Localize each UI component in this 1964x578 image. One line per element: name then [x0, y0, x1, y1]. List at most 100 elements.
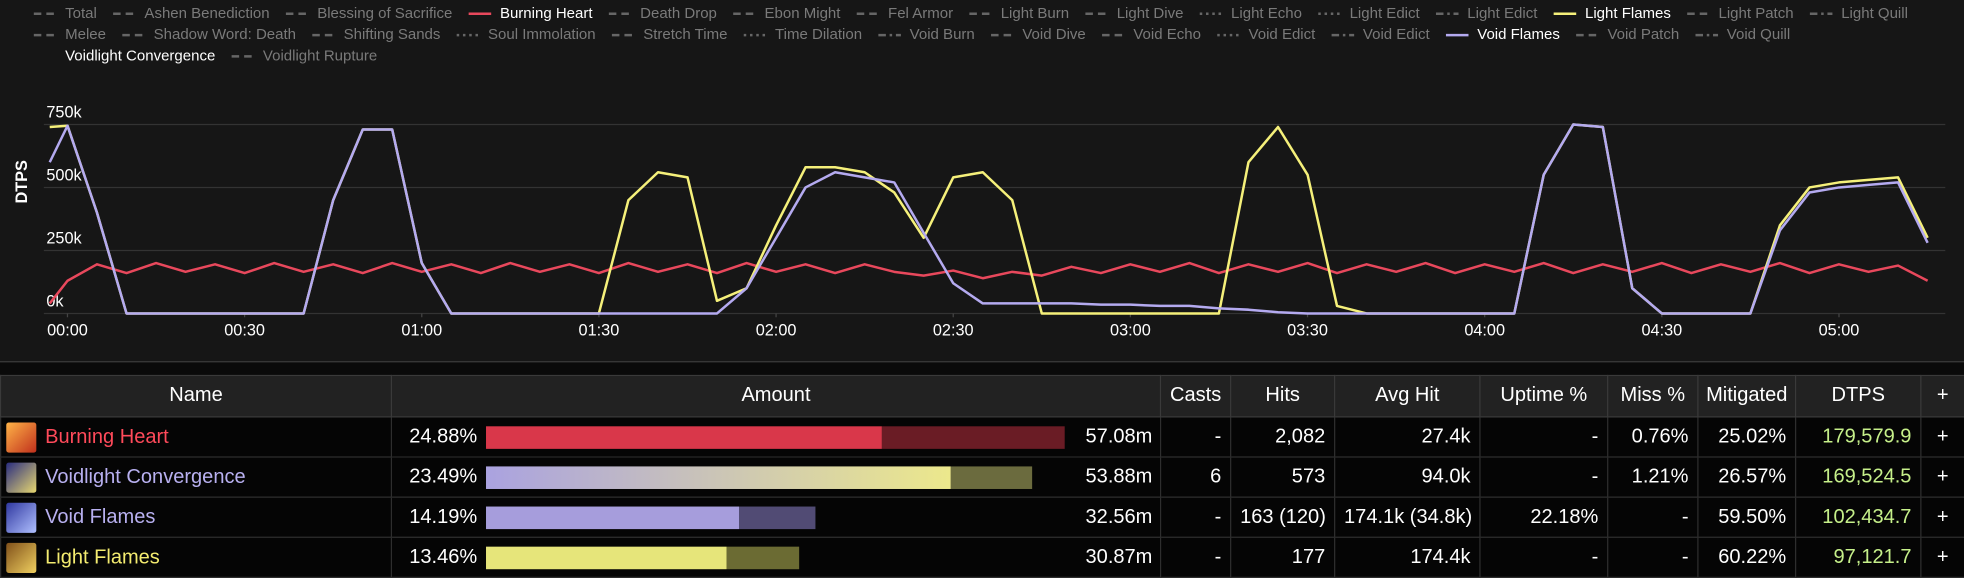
legend-label: Void Flames [1477, 26, 1560, 43]
casts-cell: 6 [1159, 456, 1232, 498]
casts-cell: - [1159, 416, 1232, 458]
amount-bar [486, 546, 727, 570]
legend-item[interactable]: Void Edict [1217, 26, 1316, 43]
legend-item[interactable]: Void Dive [991, 26, 1086, 43]
table-row[interactable]: Voidlight Convergence 23.49% 53.88m 6 573 94.… [0, 456, 1964, 498]
x-tick-label: 01:00 [401, 321, 442, 339]
x-tick-label: 03:00 [1110, 321, 1151, 339]
column-header[interactable]: Avg Hit [1334, 374, 1481, 418]
legend-label: Void Edict [1249, 26, 1317, 43]
series-line [48, 261, 1929, 305]
avg-hit-cell: 174.4k [1334, 536, 1481, 578]
legend-label: Ebon Might [765, 5, 842, 22]
legend-label: Void Dive [1022, 26, 1085, 43]
column-header[interactable]: Uptime % [1479, 374, 1609, 418]
uptime-cell: - [1479, 416, 1609, 458]
legend-item[interactable]: Void Quill [1695, 26, 1790, 43]
legend-item[interactable]: Fel Armor [856, 5, 953, 22]
legend-label: Void Burn [910, 26, 975, 43]
legend-item[interactable]: Light Edict [1435, 5, 1538, 22]
legend-item[interactable]: Light Dive [1085, 5, 1183, 22]
spell-name: Void Flames [45, 506, 156, 528]
legend-item[interactable]: Void Burn [878, 26, 975, 43]
expand-button[interactable]: + [1920, 536, 1964, 578]
legend-item[interactable]: Melee [33, 26, 106, 43]
legend-item[interactable]: Blessing of Sacrifice [285, 5, 452, 22]
legend-label: Blessing of Sacrifice [317, 5, 452, 22]
legend-item[interactable]: Ashen Benediction [113, 5, 270, 22]
legend-item[interactable]: Light Burn [969, 5, 1069, 22]
legend-item[interactable]: Shifting Sands [312, 26, 440, 43]
legend-item[interactable]: Void Patch [1576, 26, 1679, 43]
legend-item[interactable]: Voidlight Rupture [231, 47, 378, 64]
y-tick-label: 750k [46, 103, 82, 121]
x-tick-label: 04:00 [1464, 321, 1505, 339]
table-row[interactable]: Burning Heart 24.88% 57.08m -2,082 27.4k -0.7… [0, 416, 1964, 458]
column-header[interactable]: DTPS [1794, 374, 1922, 418]
legend-item[interactable]: Total [33, 5, 97, 22]
casts-cell: - [1159, 536, 1232, 578]
x-tick-label: 00:00 [47, 321, 88, 339]
amount-cell: 23.49% 53.88m [390, 456, 1162, 498]
name-cell: Voidlight Convergence [0, 456, 393, 498]
column-header[interactable]: Amount [390, 374, 1162, 418]
spell-name: Burning Heart [45, 425, 169, 448]
avg-hit-cell: 174.1k (34.8k) [1334, 496, 1481, 538]
legend-item[interactable]: Light Edict [1318, 5, 1421, 22]
uptime-cell: 22.18% [1479, 496, 1609, 538]
amount-bar [486, 506, 739, 530]
legend-label: Total [65, 5, 97, 22]
legend-label: Light Echo [1231, 5, 1302, 22]
header-row: Name Amount Casts Hits Avg Hit Uptime % Miss %… [0, 374, 1964, 418]
expand-button[interactable]: + [1920, 416, 1964, 458]
expand-button[interactable]: + [1920, 496, 1964, 538]
legend-label: Void Patch [1607, 26, 1679, 43]
miss-cell: - [1607, 496, 1699, 538]
uptime-cell: - [1479, 536, 1609, 578]
legend-item[interactable]: Ebon Might [733, 5, 841, 22]
legend-label: Light Flames [1585, 5, 1671, 22]
spell-icon [6, 502, 37, 533]
legend-item[interactable]: Light Quill [1809, 5, 1908, 22]
legend-label: Void Quill [1727, 26, 1790, 43]
legend-label: Light Dive [1117, 5, 1184, 22]
legend-item[interactable]: Void Flames [1445, 26, 1560, 43]
legend-item[interactable]: Void Echo [1102, 26, 1201, 43]
x-tick-label: 04:30 [1641, 321, 1682, 339]
legend-item[interactable]: Shadow Word: Death [122, 26, 296, 43]
legend-item[interactable]: Stretch Time [611, 26, 728, 43]
hits-cell: 177 [1230, 536, 1336, 578]
y-axis-label: DTPS [13, 160, 31, 204]
series-line [48, 123, 1929, 315]
table-row[interactable]: Light Flames 13.46% 30.87m -177 174.4k - -60.2… [0, 536, 1964, 578]
x-tick-label: 03:30 [1287, 321, 1328, 339]
hits-cell: 2,082 [1230, 416, 1336, 458]
dtps-cell: 102,434.7 [1794, 496, 1922, 538]
legend-label: Ashen Benediction [144, 5, 269, 22]
name-cell: Light Flames [0, 536, 393, 578]
legend-item[interactable]: Void Edict [1331, 26, 1431, 43]
legend-item[interactable]: Soul Immolation [456, 26, 596, 43]
table-row[interactable]: Void Flames 14.19% 32.56m -163 (120) 174.1k … [0, 496, 1964, 538]
expand-button[interactable]: + [1920, 456, 1964, 498]
y-tick-label: 250k [46, 229, 82, 247]
y-tick-label: 500k [46, 166, 82, 184]
legend-item[interactable]: Voidlight Convergence [65, 47, 215, 64]
legend-item[interactable]: Light Flames [1553, 5, 1671, 22]
miss-cell: 0.76% [1607, 416, 1699, 458]
column-header[interactable]: + [1920, 374, 1964, 418]
column-header[interactable]: Mitigated [1697, 374, 1797, 418]
amount-cell: 24.88% 57.08m [390, 416, 1162, 458]
column-header[interactable]: Miss % [1607, 374, 1699, 418]
column-header[interactable]: Casts [1159, 374, 1232, 418]
mitigated-cell: 26.57% [1697, 456, 1797, 498]
amount-bar-rest [726, 546, 800, 570]
dtps-cell: 179,579.9 [1794, 416, 1922, 458]
legend-item[interactable]: Light Patch [1687, 5, 1794, 22]
legend-item[interactable]: Death Drop [608, 5, 717, 22]
legend-item[interactable]: Burning Heart [468, 5, 594, 22]
column-header[interactable]: Name [0, 374, 393, 418]
column-header[interactable]: Hits [1230, 374, 1336, 418]
legend-item[interactable]: Time Dilation [743, 26, 862, 43]
